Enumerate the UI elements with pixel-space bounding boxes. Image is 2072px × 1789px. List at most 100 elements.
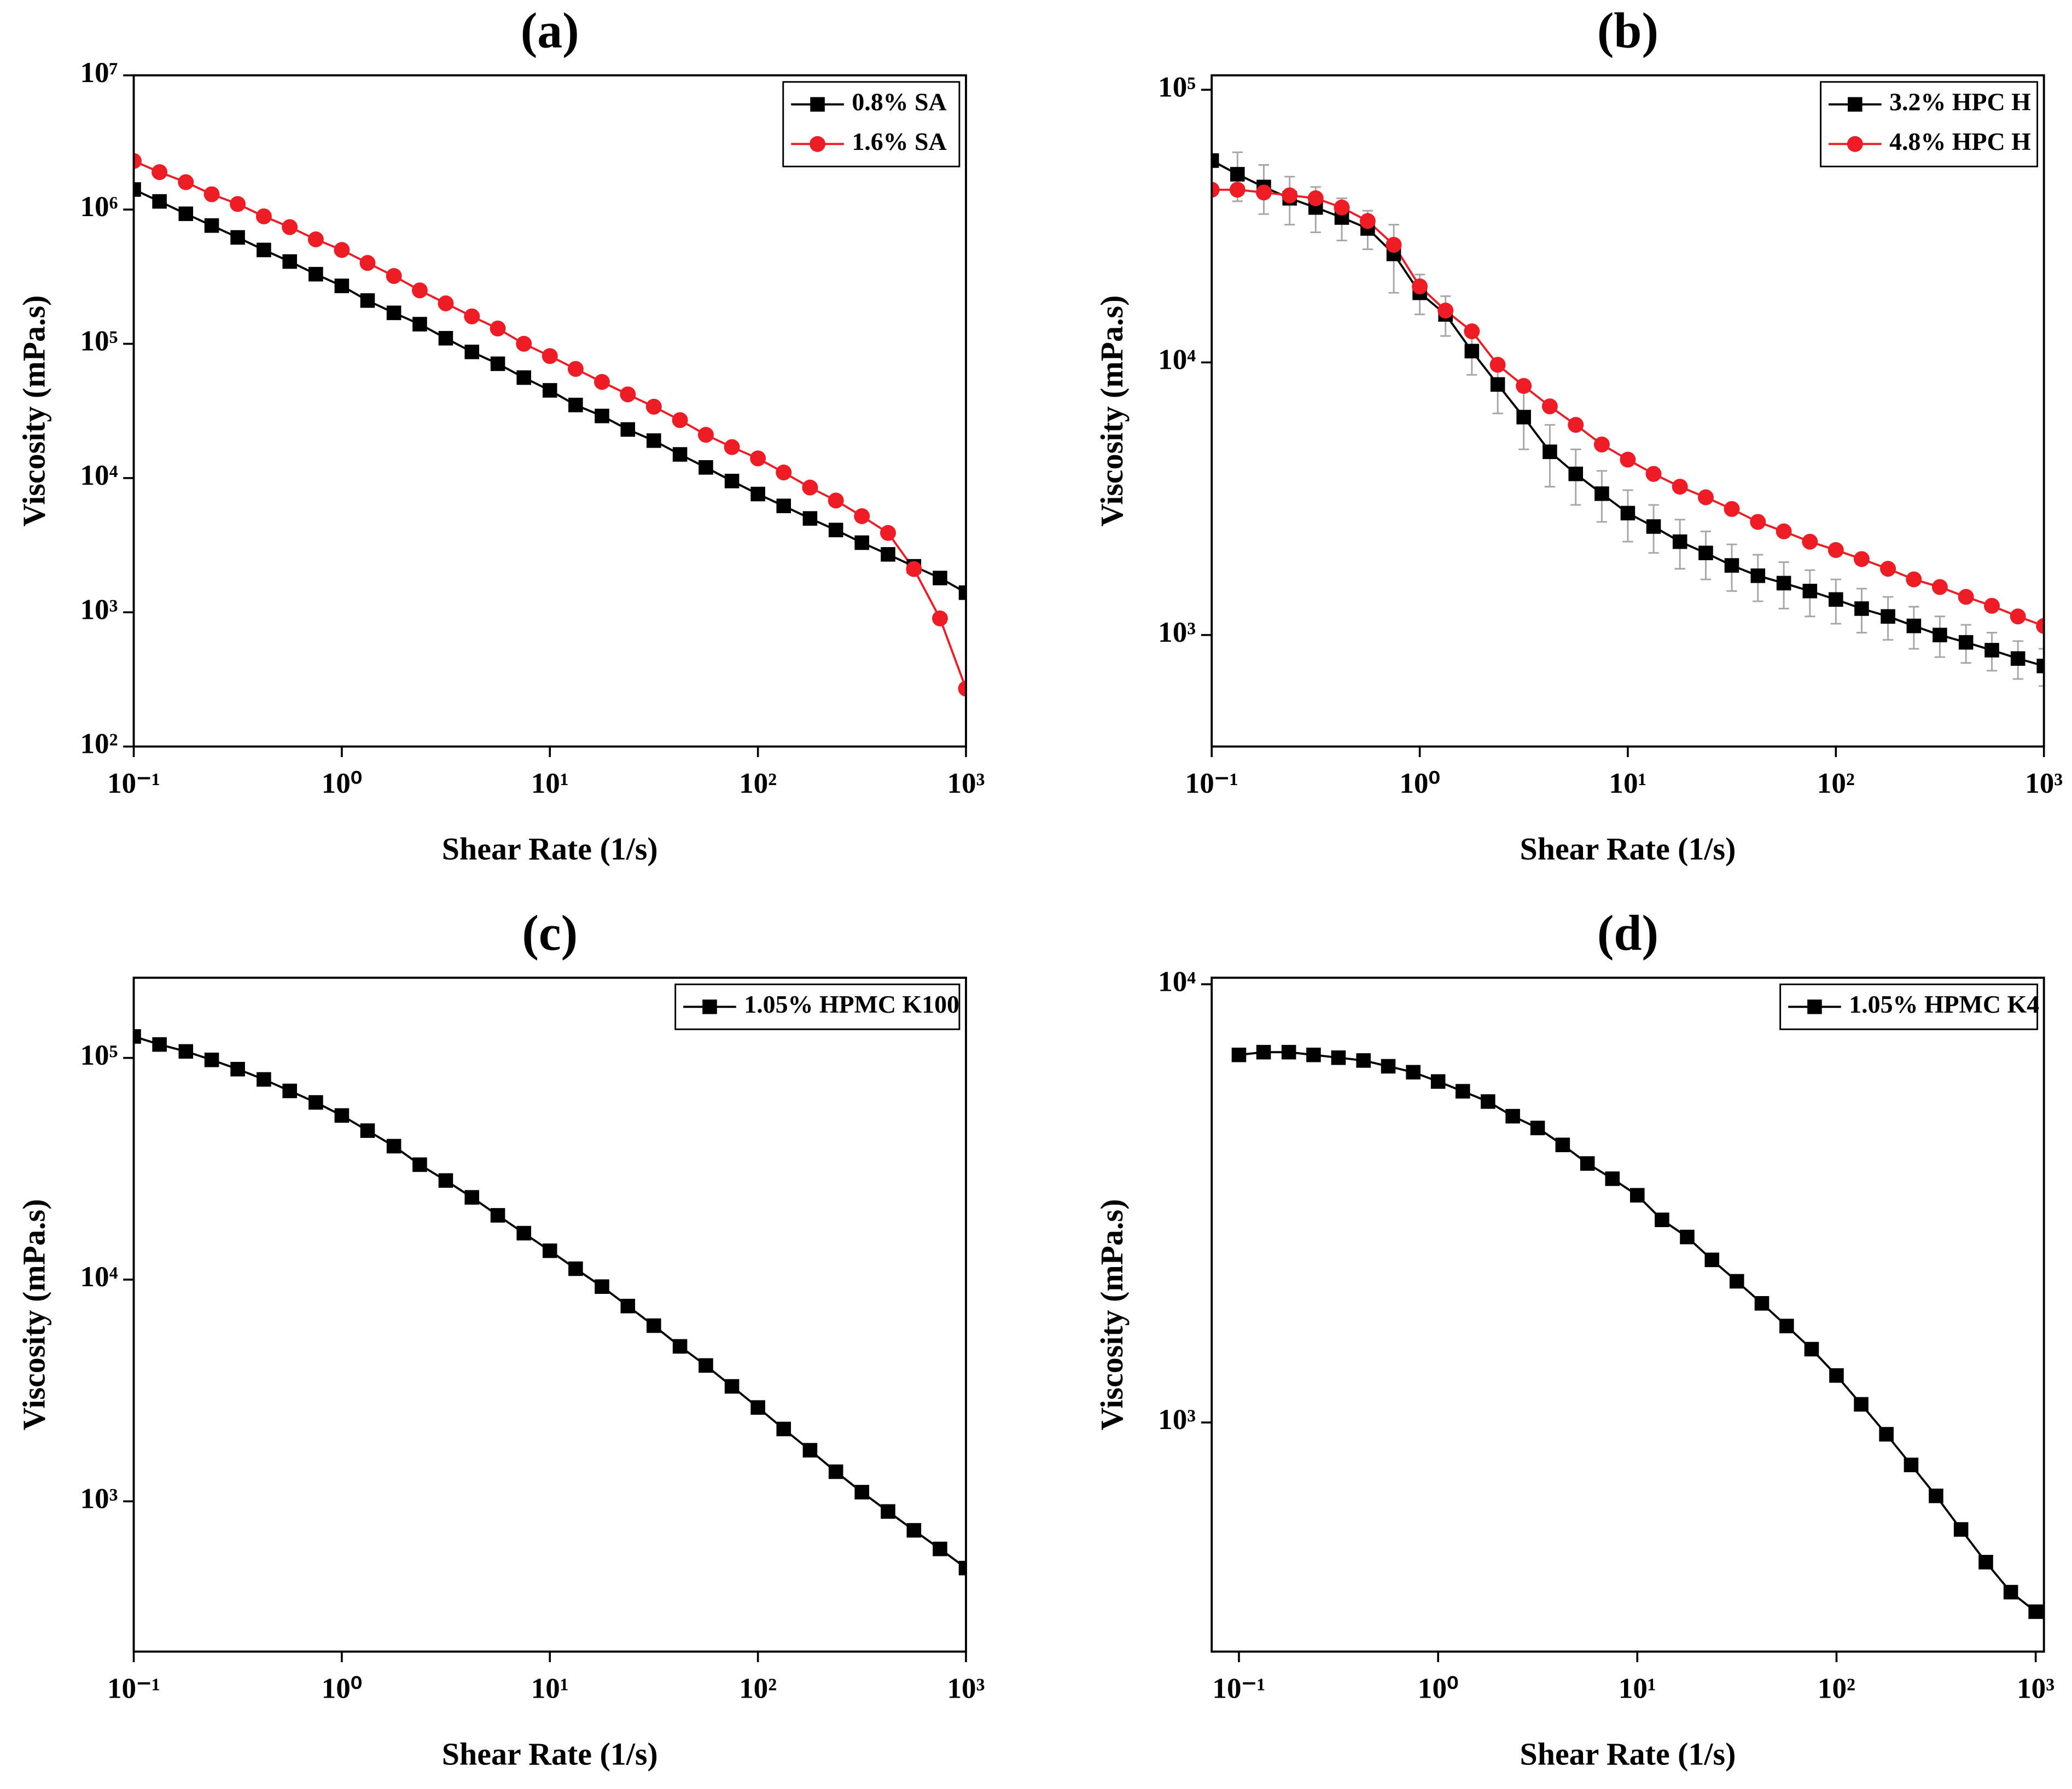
marker [1516,410,1531,425]
legend-label: 1.05% HPMC K4 [1849,990,2039,1018]
marker [1630,1188,1645,1203]
marker [334,1108,350,1123]
y-tick-label: 10⁴ [1158,344,1196,376]
marker [880,525,896,541]
marker [933,571,947,585]
x-tick-label: 10¹ [1619,1672,1656,1704]
axes-frame [1210,977,2045,1653]
legend-label: 0.8% SA [852,88,946,115]
marker [1594,486,1609,501]
marker [133,1029,141,1044]
legend-marker [1847,136,1863,152]
marker [1359,213,1376,229]
marker [802,1443,818,1458]
x-tick-label: 10² [1817,768,1855,799]
marker [1256,1044,1271,1060]
x-axis-label: Shear Rate (1/s) [442,1736,658,1771]
plot-area [133,1029,967,1576]
marker [282,1083,297,1099]
legend-label: 3.2% HPC H [1889,88,2031,115]
marker [1580,1156,1595,1171]
marker [672,447,688,462]
marker [958,681,967,697]
marker [1984,597,2000,614]
marker [1802,533,1818,550]
marker [464,344,480,359]
marker [490,1208,505,1223]
marker [152,1037,167,1052]
marker [881,1504,895,1519]
marker [2010,651,2026,666]
marker [516,1225,532,1241]
marker [1543,444,1557,460]
marker [412,1157,427,1172]
marker [776,498,791,513]
marker [1929,1488,1943,1503]
legend-marker [702,999,717,1014]
marker [2010,608,2026,625]
x-axis-label: Shear Rate (1/s) [1520,1736,1736,1771]
marker [1829,1368,1844,1383]
marker [958,1560,967,1576]
x-tick-label: 10⁰ [1418,1672,1458,1704]
marker [1776,523,1792,539]
marker [438,1173,453,1188]
marker [204,1053,219,1067]
marker [282,254,297,269]
marker [282,219,298,235]
marker [1854,601,1869,616]
marker [1880,561,1896,577]
marker [1437,303,1454,319]
marker [1698,545,1713,561]
marker [1464,323,1480,340]
marker [932,610,948,626]
marker [1978,1555,1993,1570]
marker [2036,618,2044,634]
marker [386,1139,401,1154]
y-tick-label: 10⁴ [80,1261,118,1293]
plot-area [133,153,967,697]
legend-box [782,81,961,167]
legend-box [1779,983,2039,1030]
marker [309,1095,323,1110]
marker [133,153,142,169]
marker [1555,1137,1570,1152]
marker [724,473,740,489]
marker [802,511,818,526]
marker [1489,357,1506,373]
marker [257,242,271,258]
y-tick-label: 10³ [80,594,118,625]
marker [230,230,245,245]
marker [1853,551,1870,567]
marker [828,492,844,509]
marker [307,231,324,247]
x-tick-label: 10⁻¹ [107,1672,160,1704]
marker [1802,584,1818,599]
marker [178,1044,194,1059]
marker [672,1339,688,1354]
marker [1958,589,1974,605]
marker [411,282,428,299]
marker [152,164,168,181]
y-tick-label: 10⁴ [1158,966,1196,997]
panel-title: (b) [1597,2,1658,58]
axes-frame [132,74,967,748]
x-tick-label: 10⁰ [1399,768,1440,799]
marker [1672,534,1687,549]
x-tick-label: 10⁻¹ [107,768,160,799]
marker [594,374,610,390]
panel-title: (c) [522,905,578,961]
marker [881,547,895,562]
marker [647,433,661,448]
marker [776,464,792,481]
y-tick-label: 10³ [1158,617,1196,648]
marker [828,1464,843,1479]
marker [1729,1274,1744,1289]
series-line [133,1035,967,1569]
marker [1953,1522,1969,1537]
marker [1620,451,1636,468]
marker [1906,571,1922,588]
y-tick-label: 10³ [1158,1404,1196,1436]
legend-box [1820,81,2039,167]
